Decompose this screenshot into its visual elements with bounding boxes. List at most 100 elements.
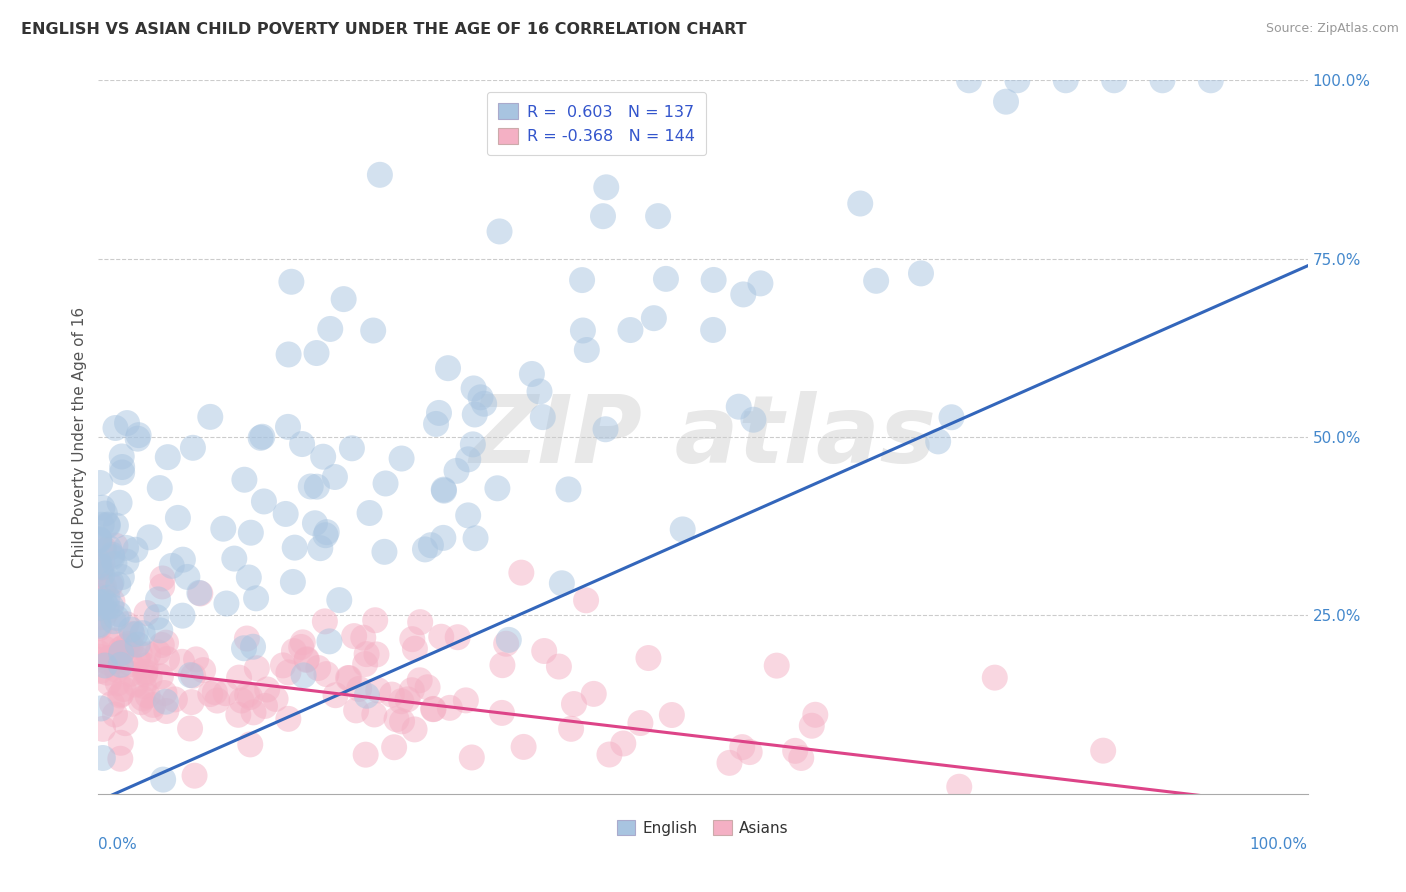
Point	[323, 470, 346, 484]
Point	[595, 180, 617, 194]
Point	[180, 668, 202, 682]
Point	[93, 594, 115, 608]
Point	[343, 629, 366, 643]
Point	[253, 494, 276, 508]
Point	[188, 586, 211, 600]
Point	[91, 500, 114, 515]
Point	[176, 570, 198, 584]
Point	[89, 475, 111, 490]
Point	[89, 621, 111, 635]
Point	[110, 646, 132, 660]
Point	[90, 517, 112, 532]
Point	[132, 691, 155, 706]
Point	[472, 397, 495, 411]
Point	[129, 695, 152, 709]
Point	[101, 594, 124, 608]
Point	[749, 277, 772, 291]
Point	[94, 658, 117, 673]
Point	[100, 575, 122, 590]
Point	[291, 437, 314, 451]
Point	[112, 681, 135, 696]
Point	[149, 624, 172, 638]
Point	[290, 640, 312, 654]
Point	[215, 597, 238, 611]
Point	[520, 367, 543, 381]
Point	[207, 693, 229, 707]
Point	[246, 661, 269, 675]
Point	[132, 679, 155, 693]
Point	[87, 555, 110, 569]
Point	[488, 224, 510, 238]
Point	[142, 698, 165, 712]
Point	[995, 95, 1018, 109]
Point	[163, 692, 186, 706]
Point	[742, 413, 765, 427]
Point	[271, 658, 294, 673]
Point	[264, 692, 287, 706]
Point	[366, 648, 388, 662]
Point	[98, 541, 121, 555]
Point	[661, 708, 683, 723]
Point	[533, 644, 555, 658]
Point	[153, 686, 176, 700]
Point	[87, 594, 110, 608]
Text: 0.0%: 0.0%	[98, 837, 138, 852]
Point	[765, 658, 787, 673]
Point	[96, 599, 118, 614]
Point	[231, 693, 253, 707]
Point	[91, 558, 114, 572]
Point	[226, 707, 249, 722]
Point	[172, 552, 194, 566]
Point	[90, 561, 112, 575]
Point	[96, 591, 118, 605]
Point	[128, 428, 150, 442]
Point	[110, 687, 132, 701]
Point	[104, 518, 127, 533]
Point	[111, 460, 134, 475]
Point	[101, 548, 124, 562]
Point	[93, 580, 115, 594]
Point	[253, 698, 276, 713]
Point	[790, 751, 813, 765]
Point	[239, 690, 262, 705]
Point	[155, 635, 177, 649]
Point	[592, 209, 614, 223]
Point	[111, 466, 134, 480]
Point	[87, 589, 110, 603]
Point	[672, 523, 695, 537]
Point	[87, 558, 110, 573]
Legend: English, Asians: English, Asians	[609, 812, 797, 843]
Point	[149, 481, 172, 495]
Point	[337, 671, 360, 685]
Text: 100.0%: 100.0%	[1250, 837, 1308, 852]
Point	[785, 744, 807, 758]
Point	[236, 688, 259, 702]
Point	[97, 675, 120, 690]
Point	[849, 196, 872, 211]
Point	[87, 596, 110, 610]
Point	[280, 275, 302, 289]
Point	[87, 600, 110, 615]
Point	[107, 578, 129, 592]
Point	[319, 322, 342, 336]
Point	[104, 421, 127, 435]
Point	[491, 658, 513, 673]
Point	[94, 631, 117, 645]
Point	[93, 641, 115, 656]
Point	[446, 464, 468, 478]
Point	[160, 558, 183, 573]
Point	[416, 680, 439, 694]
Point	[385, 712, 408, 726]
Point	[1054, 73, 1077, 87]
Point	[172, 608, 194, 623]
Point	[236, 632, 259, 646]
Point	[304, 516, 326, 531]
Point	[152, 572, 174, 586]
Point	[647, 209, 669, 223]
Point	[598, 747, 620, 762]
Point	[356, 647, 378, 661]
Point	[117, 637, 139, 651]
Point	[612, 737, 634, 751]
Point	[702, 323, 724, 337]
Point	[155, 695, 177, 709]
